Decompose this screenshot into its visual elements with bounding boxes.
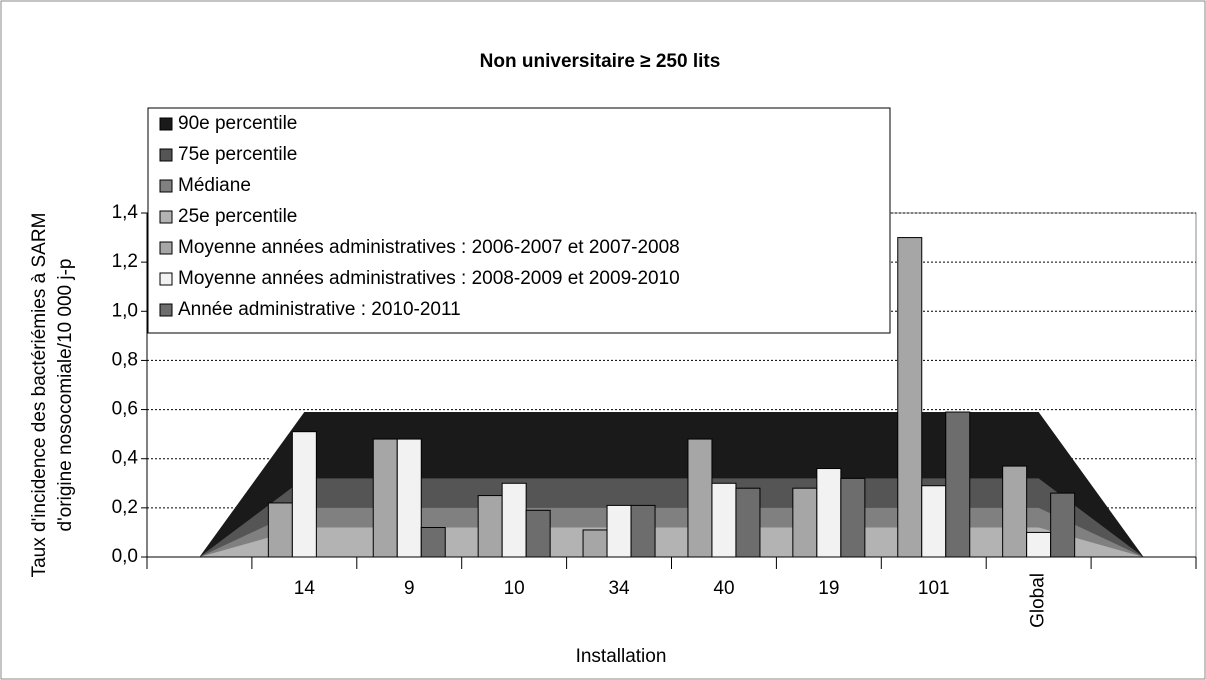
x-tick-label: 19 [818, 578, 839, 599]
bar [630, 504, 656, 558]
legend-swatch [159, 179, 173, 193]
area [199, 527, 1144, 557]
x-tick-label-group: Global [1028, 573, 1049, 628]
bar [396, 438, 422, 558]
y-tick-label: 1,0 [112, 300, 138, 321]
bar [1026, 531, 1052, 558]
y-tick-label: 0,4 [112, 448, 139, 469]
legend-swatch [159, 272, 173, 286]
y-tick-label: 1,4 [112, 202, 139, 223]
chart-title: Non universitaire ≥ 250 lits [480, 51, 721, 72]
legend-swatch [159, 210, 173, 224]
y-tick-label: 0,2 [112, 497, 138, 518]
bar [291, 431, 317, 558]
legend-swatch [159, 117, 173, 131]
bar [735, 487, 761, 558]
legend-swatch [159, 241, 173, 255]
bar [711, 482, 737, 558]
legend-box [147, 107, 891, 334]
bar [267, 502, 293, 558]
bar [1050, 492, 1076, 558]
x-tick-label: 9 [404, 578, 415, 599]
bar [840, 477, 866, 558]
bar [420, 527, 446, 558]
legend-label: 90e percentile [178, 113, 297, 134]
bar [945, 411, 971, 558]
legend-label: 25e percentile [178, 206, 297, 227]
bar [582, 529, 608, 558]
legend-label: Année administrative : 2010-2011 [178, 299, 461, 320]
y-axis-title-line: d'origine nosocomiale/10 000 j-p [55, 259, 76, 532]
bar [501, 482, 527, 558]
x-tick-label: 14 [294, 578, 316, 599]
x-tick-label: 101 [918, 578, 950, 599]
y-tick-label: 0,6 [112, 399, 138, 420]
bar [525, 509, 551, 558]
legend-swatch [159, 303, 173, 317]
bar [606, 504, 632, 558]
bar [816, 468, 842, 558]
bar [477, 495, 503, 558]
bar [792, 487, 818, 558]
legend-label: Moyenne années administratives : 2008-20… [178, 268, 680, 289]
bar [687, 438, 713, 558]
x-tick-label: 10 [504, 578, 525, 599]
legend-label: 75e percentile [178, 144, 297, 165]
y-tick-label: 1,2 [112, 251, 138, 272]
legend-swatch [159, 148, 173, 162]
x-tick-label: 34 [608, 578, 630, 599]
y-axis-title: Taux d'incidence des bactériémies à SARM… [29, 213, 76, 578]
bar [897, 237, 923, 558]
x-tick-label: 40 [713, 578, 734, 599]
legend-label: Moyenne années administratives : 2006-20… [178, 237, 680, 258]
bar [372, 438, 398, 558]
bar [1002, 465, 1028, 558]
y-tick-label: 0,0 [112, 546, 138, 567]
x-tick-label: Global [1028, 573, 1049, 628]
x-axis-title: Installation [576, 646, 667, 667]
y-tick-label: 0,8 [112, 349, 138, 370]
legend-label: Médiane [178, 175, 251, 196]
y-axis-title-line: Taux d'incidence des bactériémies à SARM [29, 213, 50, 578]
bar [921, 485, 947, 558]
